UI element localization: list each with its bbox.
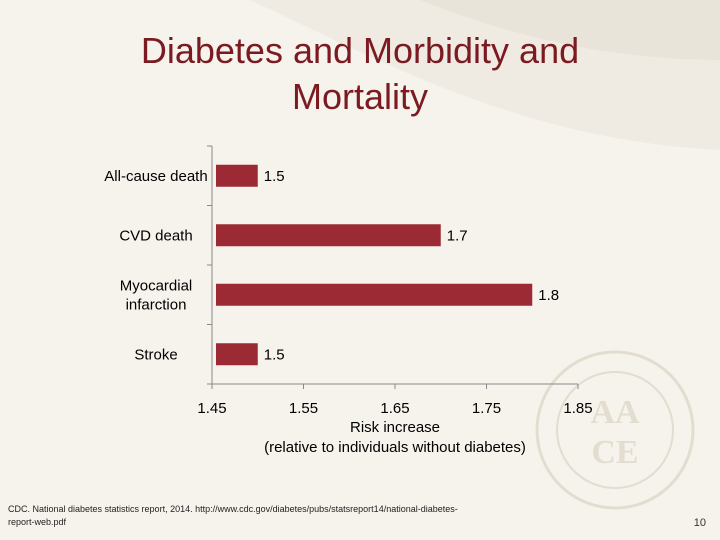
x-tick-label: 1.55: [289, 400, 318, 417]
category-label-line: infarction: [126, 296, 187, 313]
category-label: Stroke: [134, 346, 177, 363]
slide-title: Diabetes and Morbidity and Mortality: [60, 28, 660, 120]
category-label-line: CVD death: [119, 227, 192, 244]
category-label-line: Stroke: [134, 346, 177, 363]
page-number: 10: [693, 517, 706, 529]
x-axis-label-line-2: (relative to individuals without diabete…: [264, 439, 526, 456]
x-axis-label-line-1: Risk increase: [349, 419, 441, 436]
svg-text:AA: AA: [590, 394, 640, 431]
bar: [216, 164, 258, 187]
category-label-line: Myocardial: [120, 277, 193, 294]
title-line-2: Mortality: [291, 76, 429, 117]
value-label: 1.5: [264, 346, 285, 363]
x-tick-label: 1.75: [472, 400, 501, 417]
category-label: CVD death: [119, 227, 192, 244]
category-label: Myocardial infarction: [120, 277, 193, 313]
category-label-line: All-cause death: [104, 168, 207, 185]
x-axis-label: Risk increase (relative to individuals w…: [240, 418, 550, 458]
source-citation: CDC. National diabetes statistics report…: [8, 504, 458, 527]
bar: [216, 283, 533, 306]
x-tick-label: 1.45: [197, 400, 226, 417]
x-tick-label: 1.85: [563, 400, 592, 417]
value-label: 1.7: [447, 227, 468, 244]
aace-seal-watermark: AA CE: [535, 350, 695, 510]
category-label: All-cause death: [104, 168, 207, 185]
svg-text:CE: CE: [591, 434, 638, 471]
title-line-1: Diabetes and Morbidity and: [140, 30, 580, 71]
bar: [216, 343, 258, 366]
x-tick-label: 1.65: [380, 400, 409, 417]
value-label: 1.8: [538, 287, 559, 304]
value-label: 1.5: [264, 168, 285, 185]
bar: [216, 224, 441, 247]
